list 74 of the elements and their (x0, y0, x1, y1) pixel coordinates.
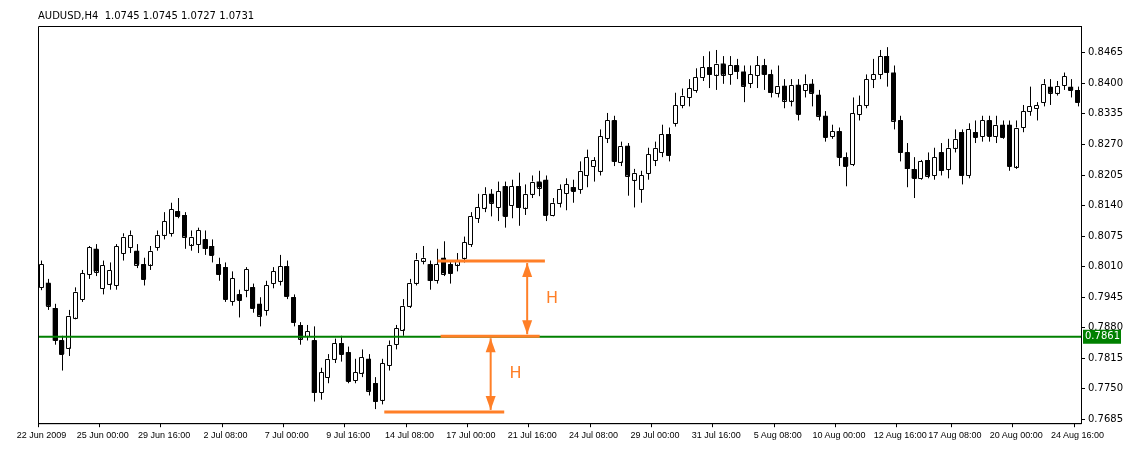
candlestick (1007, 119, 1012, 172)
y-tick-label: 0.8140 (1088, 199, 1124, 211)
x-tick-label: 24 Jul 08:00 (569, 430, 619, 441)
candlestick (897, 115, 903, 162)
y-tick-label: 0.8075 (1088, 229, 1124, 241)
candlestick (345, 346, 351, 384)
x-tick-label: 22 Jun 2009 (16, 430, 67, 441)
candlestick (870, 58, 876, 89)
x-tick-label: 21 Jul 16:00 (507, 430, 557, 441)
candlestick (195, 227, 201, 254)
candlestick (966, 122, 971, 179)
ref-line-label: 0.7861 (1085, 330, 1121, 342)
x-tick-label: 10 Aug 00:00 (812, 430, 866, 441)
candlestick (373, 376, 378, 410)
y-tick-label: 0.8400 (1088, 76, 1124, 88)
candlestick (591, 156, 596, 183)
x-tick-label: 29 Jun 16:00 (138, 430, 191, 441)
y-tick-label: 0.8465 (1088, 46, 1124, 58)
x-tick-label: 12 Aug 16:00 (873, 430, 927, 441)
candlestick (1034, 101, 1040, 121)
candlestick (638, 170, 644, 204)
candlestick (604, 112, 610, 144)
y-tick-label: 0.8270 (1088, 138, 1124, 150)
candlestick (700, 55, 706, 82)
x-tick-label: 31 Jul 16:00 (691, 430, 741, 441)
candlestick (707, 50, 712, 89)
x-tick-label: 5 Aug 08:00 (753, 430, 802, 441)
y-tick-label: 0.7945 (1088, 290, 1124, 302)
candlestick (236, 289, 242, 318)
candlestick (516, 172, 521, 227)
y-tick-label: 0.7815 (1088, 351, 1124, 363)
candlestick (938, 142, 944, 176)
y-tick-label: 0.8335 (1088, 107, 1124, 119)
candlestick (666, 127, 671, 162)
candlestick (1041, 78, 1046, 107)
y-tick-label: 0.7880 (1088, 321, 1124, 333)
x-tick-label: 25 Jun 00:00 (76, 430, 129, 441)
candlestick (673, 92, 678, 128)
x-tick-label: 24 Aug 16:00 (1051, 430, 1105, 441)
candlestick (270, 266, 276, 289)
candlestick (754, 55, 760, 89)
candlestick (748, 64, 753, 89)
annotation: H (545, 287, 558, 307)
candlestick (120, 232, 126, 262)
x-tick-label: 20 Aug 00:00 (989, 430, 1043, 441)
candlestick (338, 335, 344, 363)
candlestick (216, 257, 222, 282)
y-tick-label: 0.8010 (1088, 260, 1124, 272)
candlestick (932, 147, 937, 181)
candlestick (495, 181, 501, 222)
x-tick-label: 29 Jul 00:00 (630, 430, 680, 441)
y-tick-label: 0.7685 (1088, 413, 1124, 425)
y-tick-label: 0.7750 (1088, 382, 1124, 394)
candlestick (904, 142, 910, 188)
annotation: H (509, 363, 522, 383)
chart-title: AUDUSD,H4 1.0745 1.0745 1.0727 1.0731 (38, 9, 255, 21)
x-tick-label: 17 Aug 08:00 (928, 430, 982, 441)
candlestick (645, 147, 651, 181)
candlestick (311, 325, 317, 403)
candlestick (86, 245, 92, 280)
candlestick (79, 269, 85, 303)
candlestick (850, 96, 856, 167)
x-tick-label: 17 Jul 00:00 (446, 430, 496, 441)
x-tick-label: 2 Jul 08:00 (203, 430, 248, 441)
candlestick (114, 243, 119, 291)
candlestick (291, 293, 297, 327)
candlestick (563, 177, 569, 211)
candlestick (223, 261, 228, 303)
candlestick (475, 193, 481, 224)
x-tick-label: 14 Jul 08:00 (385, 430, 435, 441)
x-tick-label: 9 Jul 16:00 (326, 430, 371, 441)
x-tick-label: 7 Jul 00:00 (264, 430, 309, 441)
y-tick-label: 0.8205 (1088, 168, 1124, 180)
candlestick (263, 280, 269, 317)
